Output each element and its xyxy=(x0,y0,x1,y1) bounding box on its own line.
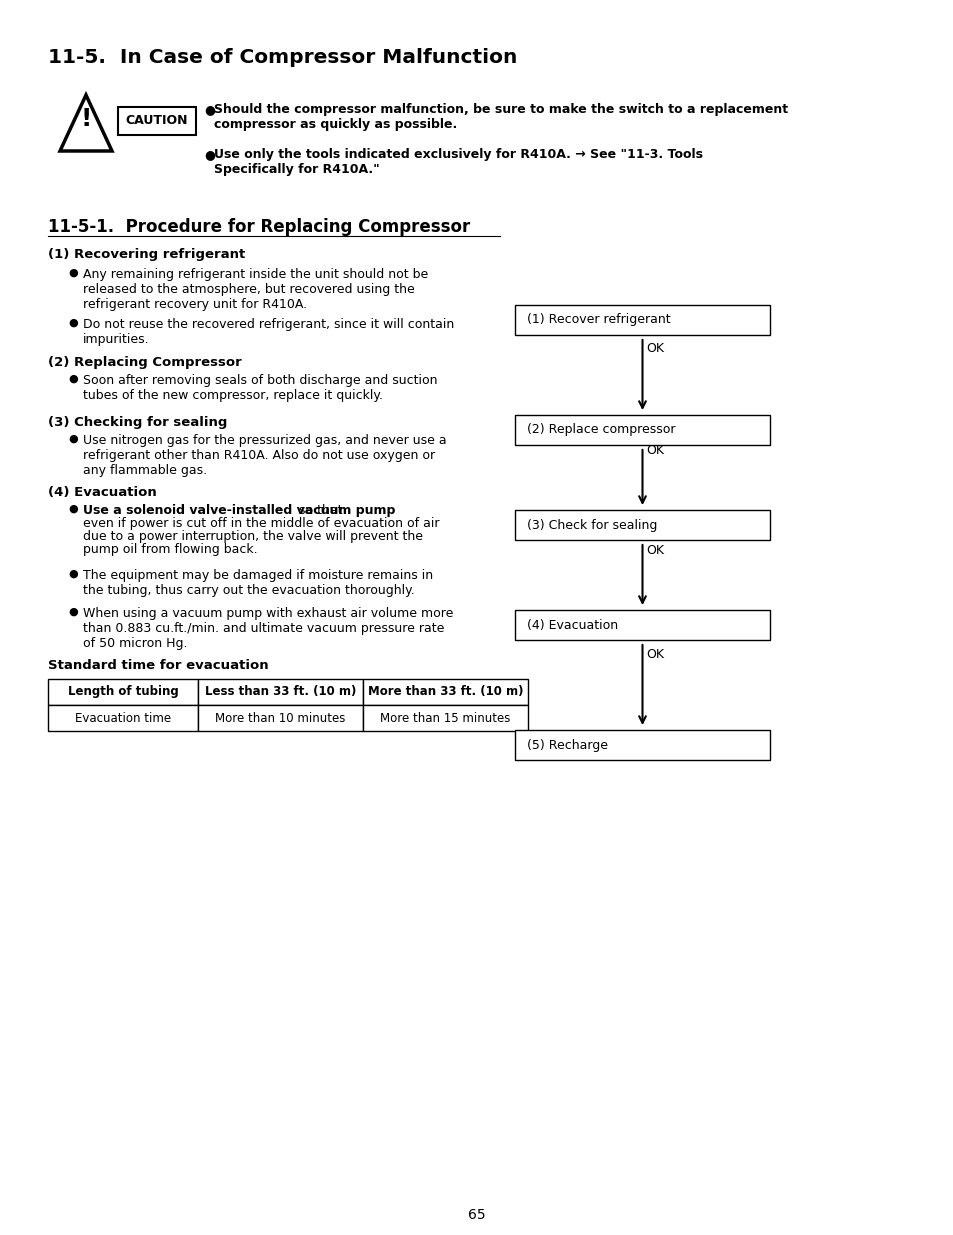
Text: Standard time for evacuation: Standard time for evacuation xyxy=(48,659,269,672)
FancyBboxPatch shape xyxy=(48,679,198,705)
Text: 11-5.  In Case of Compressor Malfunction: 11-5. In Case of Compressor Malfunction xyxy=(48,48,517,67)
Text: ●: ● xyxy=(68,374,77,384)
FancyBboxPatch shape xyxy=(198,705,363,731)
Text: pump oil from flowing back.: pump oil from flowing back. xyxy=(83,543,257,556)
Text: Use a solenoid valve-installed vacuum pump: Use a solenoid valve-installed vacuum pu… xyxy=(83,504,395,517)
Text: Use nitrogen gas for the pressurized gas, and never use a
refrigerant other than: Use nitrogen gas for the pressurized gas… xyxy=(83,433,446,477)
Text: The equipment may be damaged if moisture remains in
the tubing, thus carry out t: The equipment may be damaged if moisture… xyxy=(83,569,433,597)
Text: 65: 65 xyxy=(468,1208,485,1221)
Text: More than 10 minutes: More than 10 minutes xyxy=(215,711,345,725)
Text: so that: so that xyxy=(294,504,342,517)
Text: !: ! xyxy=(80,106,91,131)
Text: (4) Evacuation: (4) Evacuation xyxy=(48,487,156,499)
Text: (5) Recharge: (5) Recharge xyxy=(526,739,607,752)
FancyBboxPatch shape xyxy=(118,107,195,135)
Text: More than 33 ft. (10 m): More than 33 ft. (10 m) xyxy=(367,685,522,699)
Text: Soon after removing seals of both discharge and suction
tubes of the new compres: Soon after removing seals of both discha… xyxy=(83,374,437,403)
Text: (3) Check for sealing: (3) Check for sealing xyxy=(526,519,657,531)
Text: When using a vacuum pump with exhaust air volume more
than 0.883 cu.ft./min. and: When using a vacuum pump with exhaust ai… xyxy=(83,606,453,650)
Text: ●: ● xyxy=(204,103,214,116)
FancyBboxPatch shape xyxy=(363,679,527,705)
Text: (2) Replacing Compressor: (2) Replacing Compressor xyxy=(48,356,241,369)
FancyBboxPatch shape xyxy=(48,705,198,731)
Text: Evacuation time: Evacuation time xyxy=(75,711,171,725)
Text: (1) Recovering refrigerant: (1) Recovering refrigerant xyxy=(48,248,245,261)
FancyBboxPatch shape xyxy=(363,705,527,731)
Text: OK: OK xyxy=(646,543,664,557)
Text: Any remaining refrigerant inside the unit should not be
released to the atmosphe: Any remaining refrigerant inside the uni… xyxy=(83,268,428,311)
Text: More than 15 minutes: More than 15 minutes xyxy=(380,711,510,725)
Text: (1) Recover refrigerant: (1) Recover refrigerant xyxy=(526,314,670,326)
Text: ●: ● xyxy=(68,606,77,618)
Text: Use only the tools indicated exclusively for R410A. → See "11-3. Tools
Specifica: Use only the tools indicated exclusively… xyxy=(213,148,702,177)
Text: even if power is cut off in the middle of evacuation of air: even if power is cut off in the middle o… xyxy=(83,517,439,530)
Text: Length of tubing: Length of tubing xyxy=(68,685,178,699)
Text: ●: ● xyxy=(68,317,77,329)
FancyBboxPatch shape xyxy=(198,679,363,705)
Text: ●: ● xyxy=(68,268,77,278)
Text: (2) Replace compressor: (2) Replace compressor xyxy=(526,424,675,436)
Text: ●: ● xyxy=(68,433,77,445)
Text: Less than 33 ft. (10 m): Less than 33 ft. (10 m) xyxy=(205,685,355,699)
Text: OK: OK xyxy=(646,342,664,354)
Text: due to a power interruption, the valve will prevent the: due to a power interruption, the valve w… xyxy=(83,530,422,543)
FancyBboxPatch shape xyxy=(515,415,769,445)
Text: ●: ● xyxy=(204,148,214,161)
Text: ●: ● xyxy=(68,569,77,579)
FancyBboxPatch shape xyxy=(515,610,769,640)
Text: (3) Checking for sealing: (3) Checking for sealing xyxy=(48,416,227,429)
Text: OK: OK xyxy=(646,648,664,662)
FancyBboxPatch shape xyxy=(515,730,769,760)
Text: ●: ● xyxy=(68,504,77,514)
Text: CAUTION: CAUTION xyxy=(126,115,188,127)
Text: OK: OK xyxy=(646,443,664,457)
Text: 11-5-1.  Procedure for Replacing Compressor: 11-5-1. Procedure for Replacing Compress… xyxy=(48,219,470,236)
Text: (4) Evacuation: (4) Evacuation xyxy=(526,619,618,631)
FancyBboxPatch shape xyxy=(515,510,769,540)
FancyBboxPatch shape xyxy=(515,305,769,335)
Text: Should the compressor malfunction, be sure to make the switch to a replacement
c: Should the compressor malfunction, be su… xyxy=(213,103,787,131)
Text: Do not reuse the recovered refrigerant, since it will contain
impurities.: Do not reuse the recovered refrigerant, … xyxy=(83,317,454,346)
